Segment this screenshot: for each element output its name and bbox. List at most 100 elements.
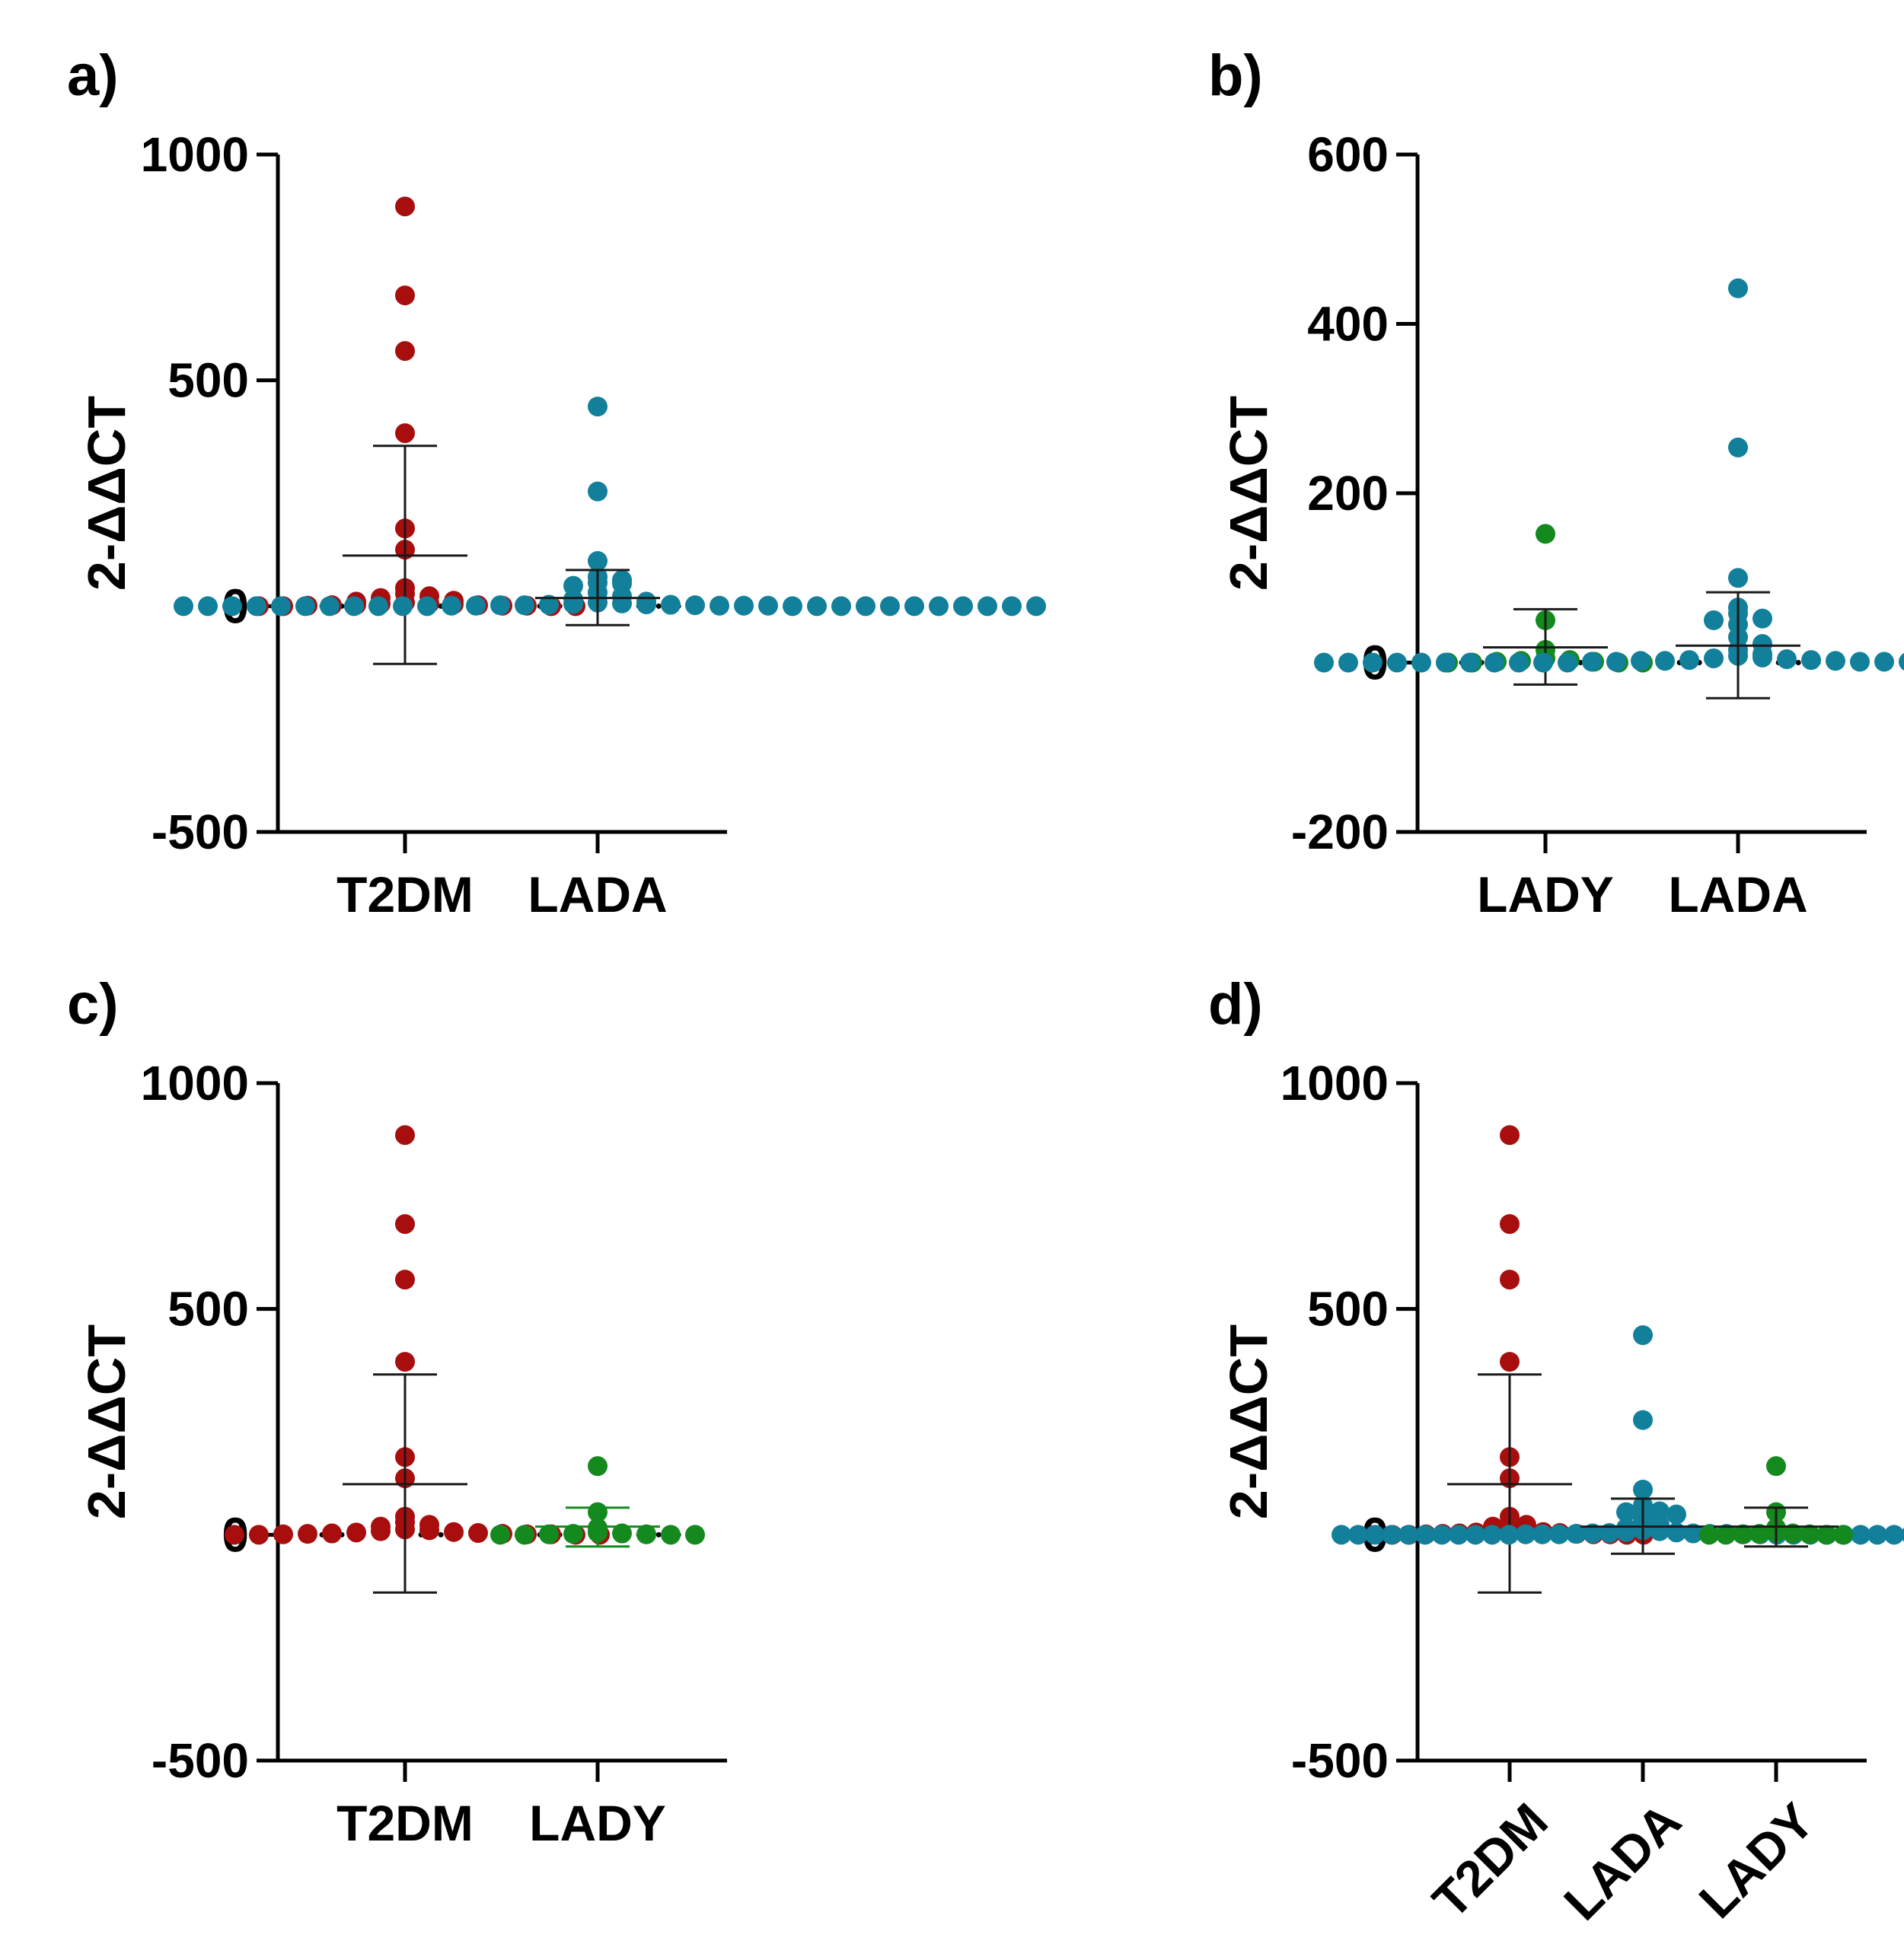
data-point xyxy=(1733,1524,1753,1544)
data-point xyxy=(1777,649,1797,670)
data-point xyxy=(1753,608,1772,629)
data-point xyxy=(904,596,924,617)
data-point xyxy=(393,596,413,617)
data-point xyxy=(636,594,656,614)
data-point xyxy=(1411,652,1431,673)
panel-label: c) xyxy=(67,972,119,1037)
group-lada xyxy=(174,397,1046,626)
data-point xyxy=(1728,278,1748,298)
data-point xyxy=(1398,1525,1418,1545)
data-point xyxy=(1728,437,1748,457)
data-point xyxy=(419,1520,439,1541)
panel-d: d)2-ΔΔCT-50005001000T2DMLADALADY xyxy=(1208,972,1904,1930)
data-point xyxy=(1549,1524,1569,1544)
data-point xyxy=(320,596,340,617)
data-point xyxy=(1616,1502,1636,1522)
y-tick-label: 500 xyxy=(1307,1282,1389,1337)
data-point xyxy=(1867,1525,1887,1545)
data-point xyxy=(1387,652,1407,673)
data-point xyxy=(1633,1325,1653,1346)
data-point xyxy=(1655,651,1675,671)
data-point xyxy=(1533,652,1553,673)
data-point xyxy=(1704,610,1724,630)
data-point xyxy=(807,596,827,617)
data-point xyxy=(1363,652,1383,673)
x-category-label: T2DM xyxy=(336,1795,474,1851)
y-tick-label: -200 xyxy=(1291,805,1389,859)
data-point xyxy=(1816,1525,1836,1545)
data-point xyxy=(1704,648,1724,668)
data-point xyxy=(1415,1525,1435,1545)
data-point xyxy=(1460,652,1480,673)
data-point xyxy=(1449,1525,1469,1545)
group-lady xyxy=(490,1456,705,1548)
panel-a: a)2-ΔΔCT-50005001000T2DMLADA xyxy=(67,43,1046,923)
data-point xyxy=(1650,1521,1670,1541)
data-point xyxy=(1800,1524,1819,1544)
data-point xyxy=(1485,652,1504,673)
data-point xyxy=(685,1525,705,1545)
data-point xyxy=(1499,1525,1519,1545)
data-point xyxy=(563,575,583,596)
data-point xyxy=(1631,651,1650,671)
panel-c: c)2-ΔΔCT-50005001000T2DMLADY xyxy=(67,972,727,1851)
x-category-label: LADY xyxy=(1688,1793,1824,1929)
data-point xyxy=(1566,1524,1586,1544)
data-point xyxy=(1500,1125,1520,1146)
data-point xyxy=(1432,1525,1452,1545)
data-point xyxy=(1532,1524,1552,1544)
y-tick-label: 1000 xyxy=(1280,1056,1389,1111)
data-point xyxy=(295,596,315,617)
x-category-label: LADA xyxy=(1668,866,1807,923)
data-point xyxy=(978,596,997,617)
y-axis-title: 2-ΔΔCT xyxy=(1219,396,1278,591)
data-point xyxy=(273,1524,293,1544)
data-point xyxy=(758,595,778,616)
y-tick-label: -500 xyxy=(1291,1733,1389,1788)
data-point xyxy=(661,594,681,615)
data-point xyxy=(1365,1525,1385,1545)
group-lady xyxy=(1699,1456,1853,1548)
data-point xyxy=(249,1525,269,1545)
data-point xyxy=(685,595,705,616)
data-point xyxy=(1332,1525,1351,1545)
x-category-label: LADA xyxy=(1553,1793,1692,1931)
data-point xyxy=(371,1521,391,1541)
data-point xyxy=(1382,1525,1402,1545)
data-point xyxy=(1582,652,1602,672)
data-point xyxy=(1801,650,1821,671)
data-point xyxy=(1482,1525,1502,1545)
data-point xyxy=(1833,1525,1853,1545)
data-point xyxy=(1314,652,1334,673)
y-tick-label: -500 xyxy=(151,1733,249,1788)
data-point xyxy=(1650,1501,1670,1522)
data-point xyxy=(395,1125,415,1146)
data-point xyxy=(1500,1214,1520,1235)
data-point xyxy=(1851,1525,1871,1545)
data-point xyxy=(831,596,851,617)
data-point xyxy=(322,1523,342,1544)
data-point xyxy=(612,1523,632,1544)
data-point xyxy=(612,593,632,613)
x-category-label: LADY xyxy=(529,1795,666,1851)
data-point xyxy=(490,595,510,616)
data-point xyxy=(539,1524,559,1544)
data-point xyxy=(1899,652,1904,671)
data-point xyxy=(1583,1523,1603,1544)
data-point xyxy=(734,595,754,616)
data-point xyxy=(1509,652,1529,673)
group-t2dm xyxy=(249,196,585,665)
y-tick-label: 1000 xyxy=(141,1056,249,1111)
group-t2dm xyxy=(225,1125,610,1594)
data-point xyxy=(588,397,608,417)
data-point xyxy=(1500,1352,1520,1372)
data-point xyxy=(1874,652,1894,672)
y-tick-label: 500 xyxy=(167,353,249,408)
panel-label: d) xyxy=(1208,972,1263,1037)
x-category-label: LADY xyxy=(1477,866,1614,923)
data-point xyxy=(1536,524,1555,544)
data-point xyxy=(222,596,242,617)
data-point xyxy=(247,596,266,617)
data-point xyxy=(1026,596,1046,617)
